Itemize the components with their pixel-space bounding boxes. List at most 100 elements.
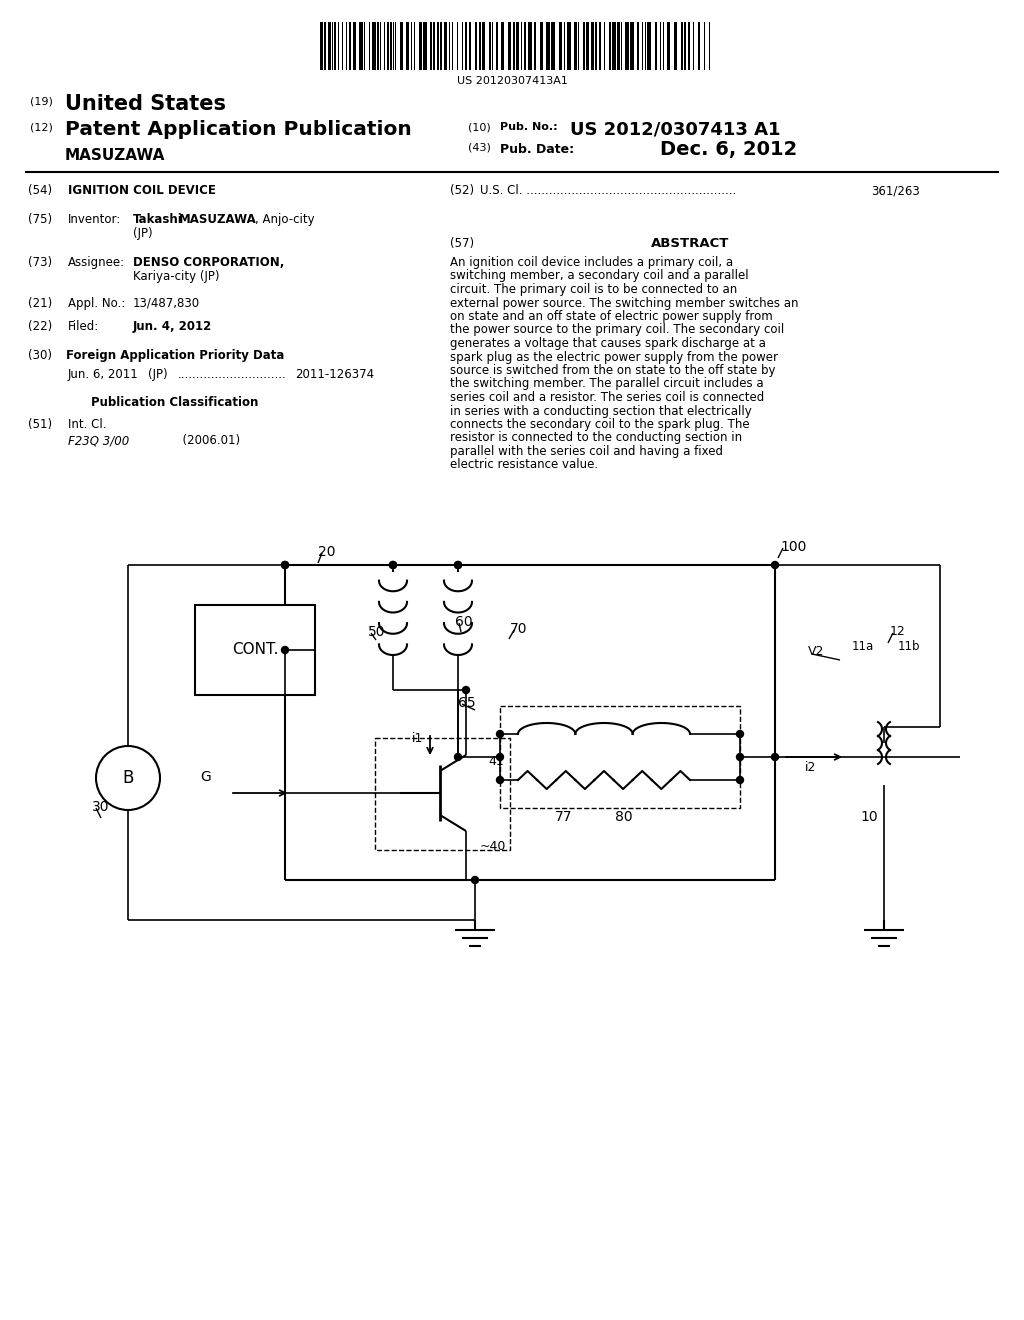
Text: the power source to the primary coil. The secondary coil: the power source to the primary coil. Th… [450,323,784,337]
Bar [667,22,670,70]
Text: (JP): (JP) [148,368,168,381]
Bar [334,22,336,70]
Circle shape [455,561,462,569]
Bar [559,22,562,70]
Bar [612,22,616,70]
Text: 65: 65 [458,696,475,710]
Bar [433,22,435,70]
Bar [551,22,555,70]
Text: (57): (57) [450,238,474,249]
Text: Kariya-city (JP): Kariya-city (JP) [133,271,219,282]
Text: 11b: 11b [898,640,921,653]
Bar [524,22,526,70]
Bar [637,22,639,70]
Text: 20: 20 [318,545,336,558]
Text: IGNITION COIL DEVICE: IGNITION COIL DEVICE [68,183,216,197]
Bar [609,22,611,70]
Bar [324,22,326,70]
Bar [482,22,485,70]
Circle shape [497,730,504,738]
Text: generates a voltage that causes spark discharge at a: generates a voltage that causes spark di… [450,337,766,350]
Bar [377,22,379,70]
Bar [465,22,467,70]
Text: (2006.01): (2006.01) [145,434,240,447]
Circle shape [282,561,289,569]
Bar [430,22,432,70]
Circle shape [497,776,504,784]
Bar [387,22,389,70]
Text: U.S. Cl. ........................................................: U.S. Cl. ...............................… [480,183,736,197]
Text: series coil and a resistor. The series coil is connected: series coil and a resistor. The series c… [450,391,764,404]
Text: (30): (30) [28,348,52,362]
Bar [390,22,392,70]
Text: Assignee:: Assignee: [68,256,125,269]
Text: external power source. The switching member switches an: external power source. The switching mem… [450,297,799,309]
Bar [688,22,690,70]
Text: Publication Classification: Publication Classification [91,396,259,409]
Text: 50: 50 [368,624,385,639]
Bar [508,22,511,70]
Text: B: B [122,770,134,787]
Bar [625,22,629,70]
Text: connects the secondary coil to the spark plug. The: connects the secondary coil to the spark… [450,418,750,432]
Text: 10: 10 [860,810,878,824]
Text: United States: United States [65,94,226,114]
Text: ~40: ~40 [480,840,507,853]
Text: V2: V2 [808,645,824,657]
Text: MASUZAWA: MASUZAWA [65,148,165,162]
Circle shape [771,754,778,760]
Bar [406,22,409,70]
Text: Takashi: Takashi [133,213,182,226]
Text: resistor is connected to the conducting section in: resistor is connected to the conducting … [450,432,742,445]
Bar [599,22,601,70]
Bar [328,22,331,70]
Text: 80: 80 [615,810,633,824]
Circle shape [471,876,478,883]
Text: i2: i2 [805,762,816,774]
Text: Pub. No.:: Pub. No.: [500,121,558,132]
Text: circuit. The primary coil is to be connected to an: circuit. The primary coil is to be conne… [450,282,737,296]
Bar [496,22,498,70]
Text: 13/487,830: 13/487,830 [133,297,200,310]
Circle shape [282,647,289,653]
Text: .............................: ............................. [178,368,287,381]
Text: Pub. Date:: Pub. Date: [500,143,574,156]
Bar [349,22,351,70]
Circle shape [736,730,743,738]
Text: 100: 100 [780,540,806,554]
Text: An ignition coil device includes a primary coil, a: An ignition coil device includes a prima… [450,256,733,269]
Bar [534,22,536,70]
Bar [195,605,315,696]
Text: (43): (43) [468,143,490,153]
Bar [684,22,686,70]
Bar [440,22,442,70]
Bar [546,22,550,70]
Bar [617,22,620,70]
Bar [375,738,510,850]
Text: on state and an off state of electric power supply from: on state and an off state of electric po… [450,310,773,323]
Bar [444,22,447,70]
Bar [419,22,422,70]
Bar [630,22,634,70]
Circle shape [455,754,462,760]
Bar [479,22,481,70]
Bar [674,22,677,70]
Bar [595,22,597,70]
Bar [475,22,477,70]
Text: Patent Application Publication: Patent Application Publication [65,120,412,139]
Text: 2011-126374: 2011-126374 [295,368,374,381]
Text: 12: 12 [890,624,906,638]
Bar [501,22,504,70]
Text: 41: 41 [488,755,504,768]
Text: 30: 30 [92,800,110,814]
Text: Jun. 6, 2011: Jun. 6, 2011 [68,368,138,381]
Bar [647,22,651,70]
Text: source is switched from the on state to the off state by: source is switched from the on state to … [450,364,775,378]
Bar [586,22,589,70]
Text: F23Q 3/00: F23Q 3/00 [68,434,129,447]
Text: , Anjo-city: , Anjo-city [255,213,314,226]
Bar [528,22,532,70]
Text: CONT.: CONT. [231,643,279,657]
Text: the switching member. The parallel circuit includes a: the switching member. The parallel circu… [450,378,764,391]
Text: Dec. 6, 2012: Dec. 6, 2012 [660,140,798,158]
